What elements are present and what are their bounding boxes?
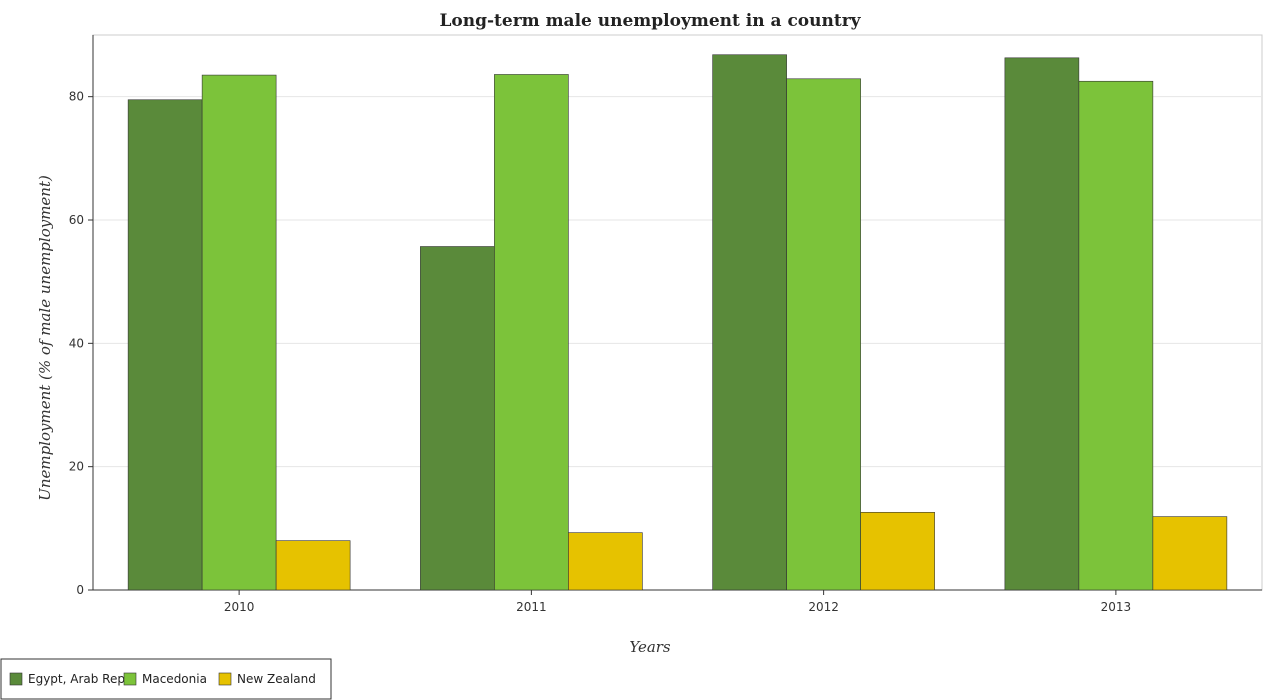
bar-egypt-arab-rep-2010 bbox=[127, 99, 203, 591]
x-tick-label: 2010 bbox=[224, 600, 255, 614]
y-tick-label: 80 bbox=[69, 90, 84, 104]
bar-macedonia-2011 bbox=[494, 74, 569, 591]
bar-egypt-arab-rep-2013 bbox=[1004, 57, 1080, 591]
y-tick-label: 40 bbox=[69, 336, 84, 350]
y-tick-label: 20 bbox=[69, 460, 84, 474]
legend-swatch bbox=[218, 672, 232, 686]
legend-box bbox=[0, 658, 332, 700]
bar-egypt-arab-rep-2012 bbox=[712, 54, 787, 591]
y-axis-label: Unemployment (% of male unemployment) bbox=[36, 175, 54, 501]
x-axis-label: Years bbox=[629, 638, 671, 656]
legend-label: New Zealand bbox=[237, 672, 316, 686]
bar-macedonia-2010 bbox=[201, 74, 277, 591]
x-tick-label: 2012 bbox=[808, 600, 839, 614]
bar-macedonia-2012 bbox=[786, 78, 861, 591]
plot-area: 0 20 40 60 80 2010 2011 2012 2013 bbox=[69, 34, 1263, 614]
legend-label: Macedonia bbox=[142, 672, 207, 686]
bar-new-zealand-2011 bbox=[568, 532, 643, 591]
chart-title: Long-term male unemployment in a country bbox=[439, 11, 861, 31]
y-tick-label: 60 bbox=[69, 213, 84, 227]
x-tick-label: 2011 bbox=[516, 600, 547, 614]
bar-new-zealand-2010 bbox=[275, 540, 351, 591]
x-tick-label: 2013 bbox=[1101, 600, 1132, 614]
bar-new-zealand-2013 bbox=[1152, 516, 1228, 591]
legend-label: Egypt, Arab Rep. bbox=[28, 672, 129, 686]
legend-swatch bbox=[123, 672, 137, 686]
legend: Egypt, Arab Rep. Macedonia New Zealand bbox=[0, 658, 332, 700]
bar-macedonia-2013 bbox=[1078, 80, 1154, 591]
y-tick-label: 0 bbox=[76, 583, 84, 597]
bar-new-zealand-2012 bbox=[860, 511, 935, 591]
legend-swatch bbox=[9, 672, 23, 686]
bar-egypt-arab-rep-2011 bbox=[420, 246, 495, 591]
